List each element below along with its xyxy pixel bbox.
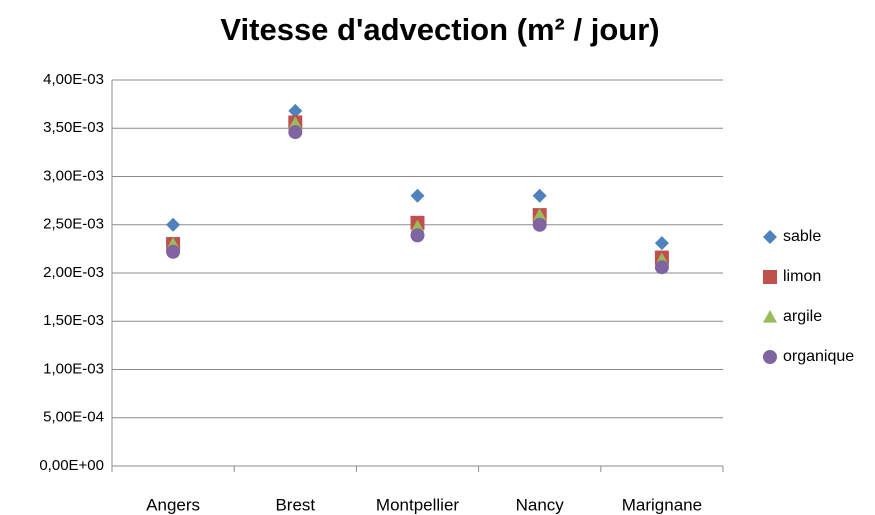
data-point — [410, 219, 425, 233]
data-point — [288, 103, 303, 118]
x-tick-label: Brest — [275, 495, 315, 514]
legend-label: limon — [783, 268, 821, 285]
legend-label: argile — [783, 308, 822, 325]
legend-label: sable — [783, 228, 821, 245]
data-point — [654, 236, 669, 251]
y-tick-label: 0,00E+00 — [39, 457, 104, 474]
x-tick-label: Marignane — [622, 495, 702, 514]
legend-marker — [763, 230, 777, 244]
data-point — [654, 260, 669, 275]
y-tick-label: 2,00E-03 — [43, 264, 104, 281]
data-point — [166, 244, 181, 259]
y-tick-label: 3,00E-03 — [43, 167, 104, 184]
y-tick-label: 5,00E-04 — [43, 409, 104, 426]
data-point — [410, 228, 425, 243]
x-tick-label: Angers — [146, 495, 200, 514]
data-point — [166, 217, 181, 232]
y-tick-label: 3,50E-03 — [43, 119, 104, 136]
data-point — [288, 116, 303, 130]
legend-marker — [763, 310, 777, 323]
chart-title: Vitesse d'advection (m² / jour) — [220, 12, 659, 47]
y-tick-label: 1,50E-03 — [43, 312, 104, 329]
y-tick-label: 1,00E-03 — [43, 360, 104, 377]
y-tick-label: 2,50E-03 — [43, 216, 104, 233]
x-tick-label: Nancy — [516, 495, 565, 514]
legend-marker — [763, 270, 777, 284]
x-tick-label: Montpellier — [376, 495, 459, 514]
data-point — [532, 208, 547, 221]
data-point — [532, 217, 547, 232]
data-point — [532, 188, 547, 203]
data-point — [410, 188, 425, 203]
y-tick-label: 4,00E-03 — [43, 71, 104, 88]
legend-label: organique — [783, 348, 854, 365]
data-point — [288, 125, 303, 140]
legend-marker — [763, 350, 777, 364]
